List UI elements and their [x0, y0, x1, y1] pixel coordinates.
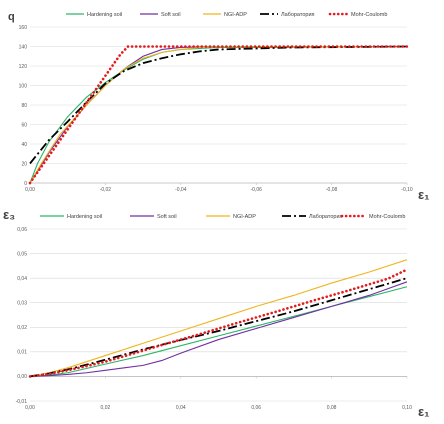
x-tick-label: 0,00	[25, 405, 35, 411]
tick-labels-eps3: -0,010,000,010,020,030,040,050,060,00 0,0…	[16, 227, 412, 411]
y-tick-label: 0,00	[17, 374, 27, 380]
y-tick-label: 0,04	[17, 276, 27, 282]
legend-label: NGI-ADP	[233, 214, 256, 220]
x-tick-label: 0,04	[176, 405, 186, 411]
y-tick-label: 140	[19, 44, 28, 50]
y-tick-label: 120	[19, 64, 28, 70]
legend-eps3: Hardening soil Soft soil NGI-ADP Лаборатори…	[40, 214, 405, 220]
legend-label: Лаборатория	[281, 12, 315, 18]
legend-label: Soft soil	[161, 12, 181, 18]
x-tick-label: 0,08	[327, 405, 337, 411]
legend-label: Hardening soil	[67, 214, 102, 220]
series-line-mohr-coulomb	[28, 45, 409, 185]
legend-label: Mohr-Coulomb	[351, 12, 387, 18]
y-tick-label: 80	[21, 103, 27, 109]
legend-label: Soft soil	[157, 214, 177, 220]
x-tick-label: -0,10	[401, 187, 413, 193]
y-tick-label: 20	[21, 161, 27, 167]
y-tick-label: 100	[19, 83, 28, 89]
x-tick-label: -0,02	[100, 187, 112, 193]
x-axis-label-eps3: ε₁	[418, 404, 430, 419]
x-axis-label-q: ε₁	[418, 187, 430, 202]
series-line-mohr-coulomb	[28, 268, 409, 378]
series-line-hardening-soil	[29, 45, 408, 184]
legend-label: Mohr-Coulomb	[369, 214, 405, 220]
series-line-ngi-adp	[29, 259, 408, 377]
axes-eps3	[29, 376, 408, 379]
x-tick-label: -0,06	[250, 187, 262, 193]
grid-lines-q	[30, 26, 407, 184]
x-tick-label: -0,08	[326, 187, 338, 193]
y-tick-label: 0	[24, 181, 27, 187]
x-tick-label: 0,00	[25, 187, 35, 193]
y-tick-label: 0,02	[17, 325, 27, 331]
series-line-soft-soil	[29, 281, 408, 377]
series-line-ngi-adp	[29, 45, 407, 184]
y-axis-label-q: q	[8, 11, 15, 23]
legend-label: Hardening soil	[87, 12, 122, 18]
eps3-vs-strain-chart: -0,010,000,010,020,030,040,050,060,00 0,0…	[3, 207, 430, 419]
legend-q: Hardening soil Soft soil NGI-ADP Лаборатори…	[66, 12, 387, 18]
series-line-soft-soil	[29, 45, 407, 184]
legend-label: NGI-ADP	[224, 12, 247, 18]
q-vs-strain-chart: 0 20 40 60 80 100 120 140 160 0,00 -0,02 -0,04 -0,06…	[8, 11, 430, 202]
y-axis-label-eps3: ε₃	[3, 207, 15, 222]
axes-q	[29, 182, 408, 185]
legend-label: Лаборатория	[309, 214, 343, 220]
y-tick-label: -0,01	[16, 399, 28, 405]
y-tick-label: 0,06	[17, 227, 27, 233]
y-tick-label: 160	[19, 25, 28, 31]
series-line-лаборатория	[29, 45, 408, 165]
x-tick-label: 0,02	[101, 405, 111, 411]
series-eps3	[28, 259, 409, 378]
y-tick-label: 0,03	[17, 301, 27, 307]
y-tick-label: 0,01	[17, 350, 27, 356]
series-line-лаборатория	[29, 277, 408, 378]
x-tick-label: -0,04	[175, 187, 187, 193]
y-tick-label: 40	[21, 142, 27, 148]
tick-labels-q: 0 20 40 60 80 100 120 140 160 0,00 -0,02 -0,04 -0,06…	[19, 25, 413, 193]
x-tick-label: 0,06	[251, 405, 261, 411]
series-q	[28, 45, 409, 185]
grid-lines-eps3	[30, 228, 407, 402]
x-tick-label: 0,10	[402, 405, 412, 411]
y-tick-label: 60	[21, 122, 27, 128]
y-tick-label: 0,05	[17, 251, 27, 257]
